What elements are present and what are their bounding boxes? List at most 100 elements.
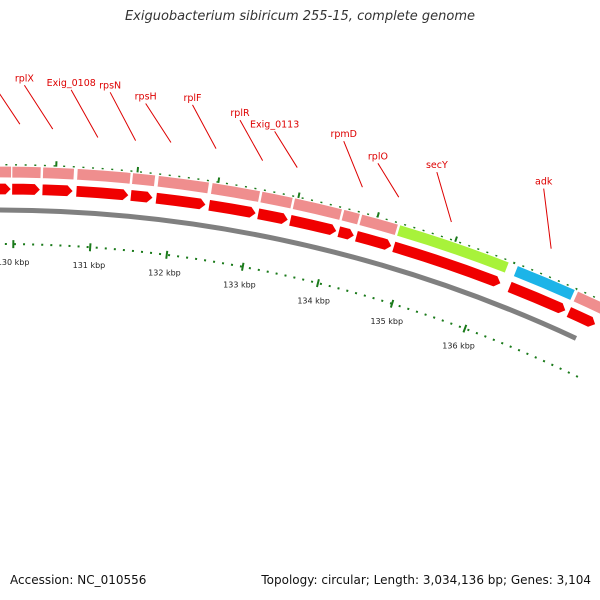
gene-block-rplx [41,166,76,181]
gene-block-secy [395,223,511,275]
inner-minor-tick [500,341,504,345]
leader-line-rpmd [343,141,363,188]
gene-block-exig-0108 [75,167,132,185]
inner-minor-tick [441,319,445,322]
gene-label-rplr: rplR [230,108,250,119]
inner-major-tick [165,250,169,259]
kbp-label: 134 kbp [297,297,330,306]
genome-backbone-line [0,207,578,341]
gene-block-rpln [11,165,43,180]
gene-label-adk: adk [535,177,553,188]
gene-arrow [353,229,393,252]
leader-line-adk [543,188,552,249]
kbp-label: 132 kbp [148,269,181,278]
leader-line-exig-0108 [70,89,99,138]
inner-minor-tick [346,289,349,292]
leader-line-rpsh [145,103,172,143]
gene-arrow [336,224,356,241]
inner-major-tick [241,262,245,271]
inner-minor-tick [517,348,521,352]
gene-arrow [41,183,75,198]
gene-label-rpsh: rpsH [135,91,157,102]
inner-minor-tick [567,371,571,374]
gene-arrow [129,188,155,204]
leader-line-rplf [192,104,217,149]
gene-arrow [154,191,208,211]
kbp-label: 136 kbp [442,341,475,350]
gene-label-secy: secY [426,160,448,171]
inner-minor-tick [407,307,410,311]
gene-arrow [255,207,290,226]
outer-minor-tick [512,261,516,265]
inner-minor-tick [542,359,546,363]
inner-minor-tick [363,294,367,297]
gene-label-rplx: rplX [15,73,35,84]
inner-minor-tick [450,322,453,325]
inner-minor-tick [372,296,375,300]
inner-minor-tick [492,338,496,342]
gene-arrow [565,305,597,329]
gene-arrow [207,198,258,219]
gene-label-rplf: rplF [183,93,201,104]
gene-block-rpsn [130,171,157,188]
kbp-label: 133 kbp [223,280,256,289]
inner-minor-tick [424,313,427,316]
gene-block-rplo [357,213,400,237]
gene-arrow [287,213,338,237]
inner-minor-tick [467,328,470,332]
leader-line-rpln [0,93,21,125]
gene-label-exig-0108: Exig_0108 [47,78,96,89]
genome-backbone [0,207,578,341]
topology-text: Topology: circular; Length: 3,034,136 bp… [261,573,591,587]
leader-line-rpsn [109,92,137,141]
inner-minor-tick [559,367,562,371]
inner-minor-tick [415,310,419,313]
leader-line-rplo [377,163,400,198]
inner-major-tick [88,243,92,252]
gene-labels: rpsQrplNrplXExig_0108rpsNrpsHrplFrplRExi… [0,68,553,188]
gene-label-exig-0113: Exig_0113 [250,119,299,130]
accession-text: Accession: NC_010556 [10,573,147,587]
label-leaders [0,84,552,249]
inner-major-tick [462,324,468,333]
gene-block-rplf [209,181,262,204]
gene-block-exig-0113 [291,196,344,222]
gene-block-right-edge [572,289,600,315]
gene-block-adk [512,264,577,302]
kbp-label: 135 kbp [370,317,403,326]
inner-minor-tick [432,316,436,319]
gene-arrow [506,280,567,315]
gene-arrow [390,240,502,288]
inner-minor-tick [381,299,384,302]
gene-label-rpsn: rpsN [99,80,121,91]
inner-major-tick [389,299,395,308]
gene-track-lower [0,182,597,329]
inner-minor-tick [534,356,538,359]
gene-arrow [0,182,13,196]
kbp-label: 130 kbp [0,258,29,267]
gene-block-rpsh [156,174,211,195]
leader-line-secy [436,171,452,223]
gene-arrow [10,182,42,197]
gene-track-upper [0,165,600,315]
gene-block-rpsq [0,165,13,179]
gene-label-rplo: rplO [368,151,388,162]
inner-minor-tick [484,335,487,338]
inner-minor-tick [509,345,512,348]
page-title: Exiguobacterium sibiricum 255-15, comple… [124,9,476,24]
inner-minor-tick [458,325,462,329]
leader-line-rplr [239,119,264,161]
inner-minor-tick [550,363,554,367]
gene-arrow [74,184,130,202]
gene-block-rpmd [340,208,362,226]
inner-minor-tick [389,302,393,305]
gene-label-rpmd: rpmD [330,129,357,140]
kbp-labels: 130 kbp 131 kbp 132 kbp 133 kbp 134 kbp 135 k… [0,258,475,350]
inner-minor-tick [526,352,529,356]
leader-line-rplx [23,84,54,130]
inner-minor-tick [575,375,579,378]
leader-line-exig-0113 [274,131,298,168]
kbp-label: 131 kbp [73,261,106,270]
